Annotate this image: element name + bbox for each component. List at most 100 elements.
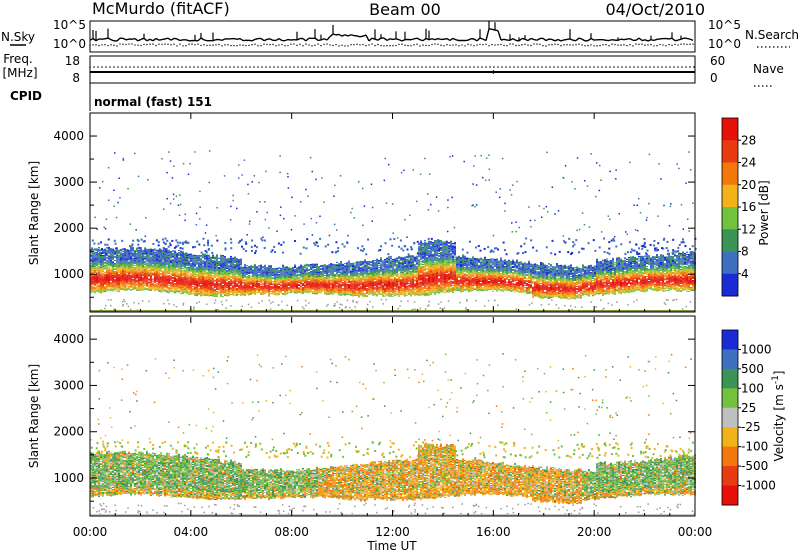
echo-cell: [318, 273, 320, 275]
echo-cell: [110, 278, 112, 280]
echo-cell: [202, 292, 204, 294]
echo-cell: [276, 271, 278, 273]
echo-cell: [226, 280, 228, 282]
echo-cell: [218, 285, 220, 287]
echo-cell: [248, 269, 250, 271]
echo-cell: [122, 269, 124, 271]
echo-cell: [230, 256, 232, 258]
echo-cell: [276, 283, 278, 285]
echo-cell: [322, 273, 324, 275]
echo-cell: [338, 279, 340, 281]
echo-cell: [120, 256, 122, 258]
echo-cell: [308, 292, 310, 294]
echo-cell: [216, 265, 218, 267]
echo-cell: [250, 290, 252, 292]
echo-cell: [328, 275, 330, 277]
echo-cell: [322, 267, 324, 269]
echo-cell: [222, 262, 224, 264]
echo-cell: [264, 278, 266, 280]
echo-cell: [104, 266, 106, 268]
echo-cell: [188, 263, 190, 265]
echo-cell: [184, 260, 186, 262]
echo-cell: [94, 256, 96, 258]
echo-cell: [244, 268, 246, 270]
echo-cell: [208, 286, 210, 288]
echo-cell: [292, 276, 294, 278]
echo-cell: [244, 263, 246, 265]
echo-cell: [170, 267, 172, 269]
echo-cell: [170, 284, 172, 286]
echo-cell: [278, 287, 280, 289]
echo-cell: [146, 263, 148, 265]
echo-cell: [136, 286, 138, 288]
echo-cell: [222, 258, 224, 260]
echo-cell: [174, 286, 176, 288]
echo-cell: [166, 289, 168, 291]
echo-cell: [158, 282, 160, 284]
echo-cell: [326, 272, 328, 274]
echo-cell: [328, 287, 330, 289]
echo-cell: [142, 269, 144, 271]
echo-cell: [204, 282, 206, 284]
echo-cell: [250, 277, 252, 279]
echo-cell: [224, 271, 226, 273]
echo-cell: [334, 282, 336, 284]
echo-cell: [194, 276, 196, 278]
echo-cell: [132, 286, 134, 288]
echo-cell: [154, 248, 156, 250]
echo-cell: [114, 263, 116, 265]
echo-cell: [182, 269, 184, 271]
echo-cell: [142, 273, 144, 275]
echo-cell: [94, 279, 96, 281]
echo-cell: [244, 280, 246, 282]
echo-cell: [156, 279, 158, 281]
nsky-segment: [95, 38, 100, 42]
echo-cell: [206, 276, 208, 278]
echo-cell: [130, 256, 132, 258]
echo-cell: [118, 258, 120, 260]
nave-dot: [121, 66, 123, 68]
echo-cell: [330, 273, 332, 275]
echo-cell: [134, 250, 136, 252]
echo-cell: [194, 257, 196, 259]
echo-cell: [298, 277, 300, 279]
echo-cell: [224, 276, 226, 278]
echo-cell: [334, 269, 336, 271]
echo-cell: [106, 276, 108, 278]
echo-cell: [210, 258, 212, 260]
echo-cell: [122, 260, 124, 262]
echo-cell: [156, 268, 158, 270]
echo-cell: [312, 273, 314, 275]
echo-cell: [308, 276, 310, 278]
echo-cell: [90, 288, 92, 290]
echo-cell: [214, 295, 216, 298]
echo-cell: [174, 256, 176, 258]
echo-cell: [158, 251, 160, 253]
echo-cell: [220, 255, 222, 257]
nsearch-dot: [113, 44, 115, 47]
echo-cell: [168, 260, 170, 262]
echo-cell: [208, 292, 210, 294]
echo-cell: [292, 271, 294, 273]
echo-cell: [342, 270, 344, 272]
nsearch-dot: [179, 43, 181, 45]
echo-cell: [276, 286, 278, 288]
nsky-segment: [296, 37, 301, 41]
echo-cell: [256, 279, 258, 281]
echo-cell: [166, 256, 168, 258]
echo-cell: [176, 272, 178, 274]
echo-cell: [200, 282, 202, 284]
nsearch-dot: [440, 44, 442, 47]
echo-cell: [232, 270, 234, 272]
echo-cell: [164, 288, 166, 290]
echo-cell: [150, 283, 152, 285]
echo-cell: [154, 270, 156, 272]
echo-cell: [264, 273, 266, 275]
echo-cell: [238, 289, 240, 291]
echo-cell: [144, 266, 146, 268]
echo-cell: [106, 280, 108, 282]
echo-cell: [122, 249, 124, 251]
echo-cell: [208, 290, 210, 292]
echo-cell: [156, 287, 158, 289]
echo-cell: [244, 276, 246, 278]
